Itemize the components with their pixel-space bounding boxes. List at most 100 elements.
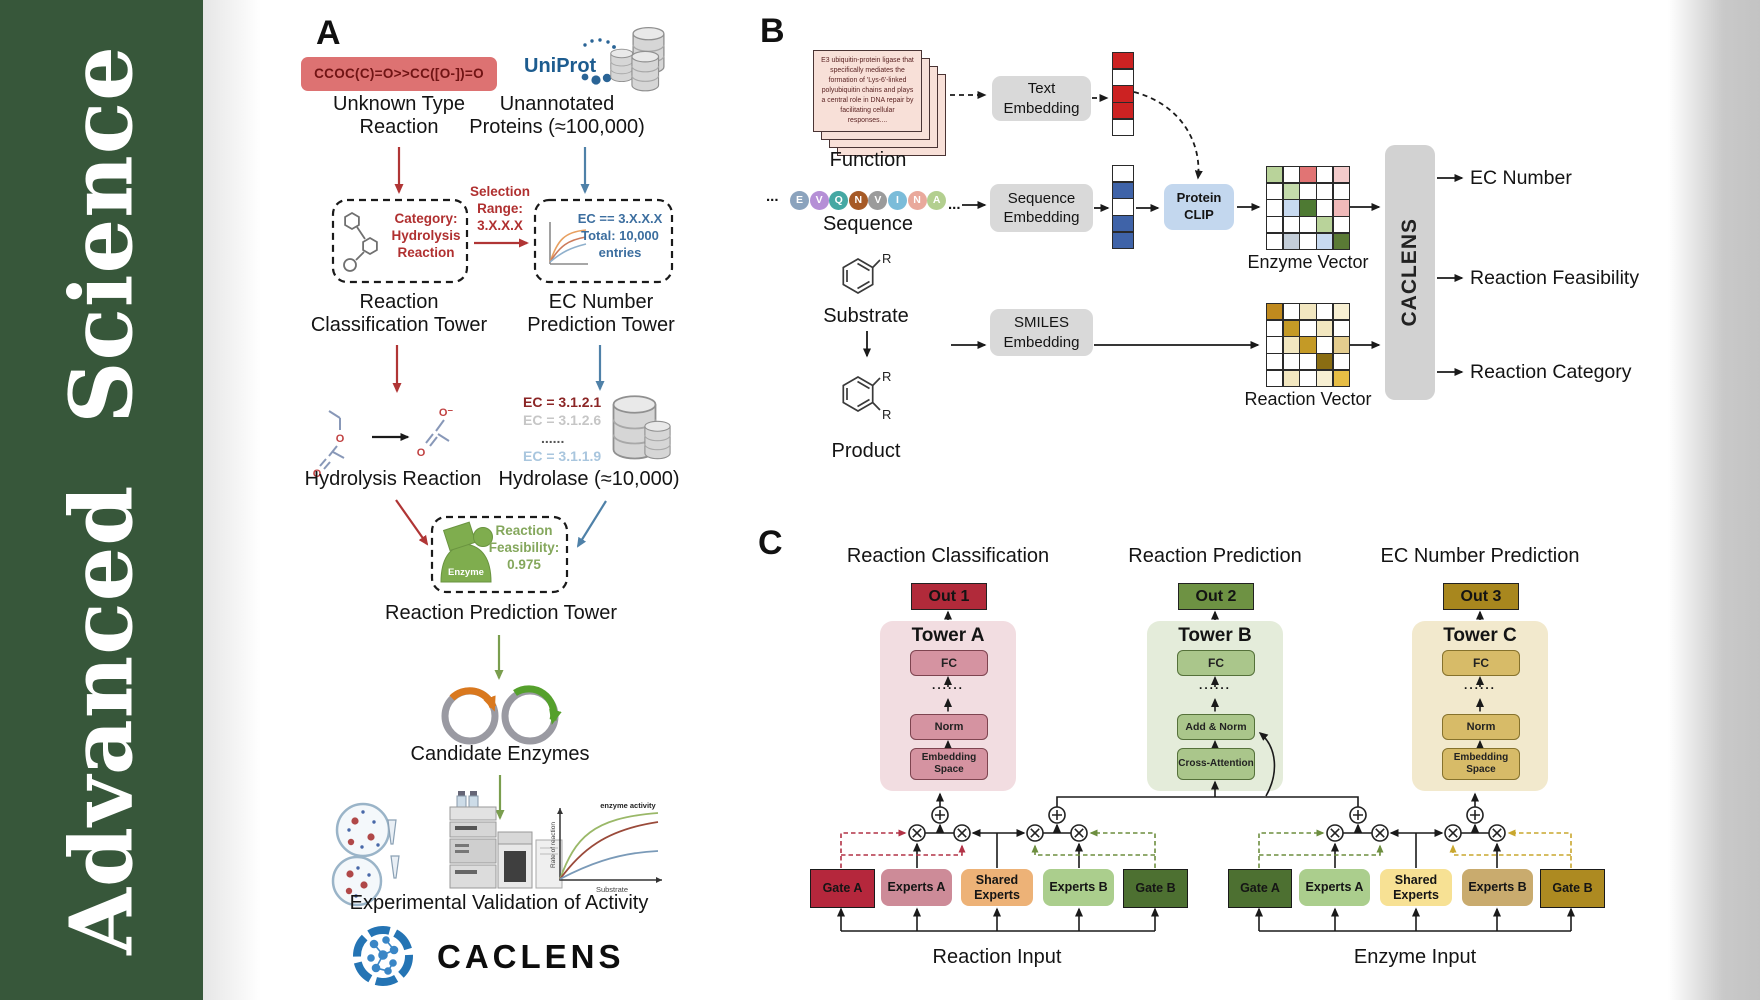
tower-a-norm: Norm (910, 714, 988, 740)
vector-cell (1113, 86, 1133, 102)
vector-cell (1267, 217, 1283, 233)
product-r2-label: R (882, 407, 891, 422)
ec-list-item: ...... (541, 430, 565, 446)
tower-b-fc: FC (1177, 650, 1255, 676)
vector-cell (1300, 217, 1316, 233)
oxygen-label: O (313, 468, 322, 480)
unannotated-proteins-label: Unannotated Proteins (≈100,000) (469, 93, 645, 139)
tower-c-norm: Norm (1442, 714, 1520, 740)
vector-cell (1300, 354, 1316, 370)
residue-circle: I (887, 191, 907, 210)
vector-cell (1300, 304, 1316, 320)
experts-a-enzyme: Experts A (1299, 869, 1370, 906)
vector-cell (1317, 200, 1333, 216)
vector-cell (1283, 233, 1299, 249)
vector-cell (1317, 304, 1333, 320)
vector-cell (1317, 354, 1333, 370)
tower-a-fc: FC (910, 650, 988, 676)
r-group-labels: R R R (882, 251, 891, 422)
ec-number-prediction-title: EC Number Prediction (1380, 545, 1580, 567)
vector-cell (1333, 320, 1349, 336)
output-ec-number: EC Number (1470, 167, 1572, 189)
residue-circle: N (907, 191, 927, 210)
tower-b-cross-attention: Cross-Attention (1177, 748, 1255, 780)
tower-c-dots: ...... (1463, 678, 1497, 692)
caclens-model-label: CACLENS (1398, 218, 1421, 327)
residue-circle: Q (829, 191, 849, 210)
curves-icon (549, 222, 588, 265)
vector-cell (1283, 183, 1299, 199)
vector-cell (1317, 370, 1333, 386)
ec-list-item: EC = 3.1.1.9 (523, 448, 602, 464)
vector-cell (1113, 103, 1133, 119)
vector-cell (1333, 233, 1349, 249)
panel-a-label: A (316, 14, 341, 52)
plot-annotation: enzyme activity (600, 801, 656, 810)
vector-cell (1283, 304, 1299, 320)
gate-b-enzyme: Gate B (1540, 869, 1605, 908)
tower-c-fc: FC (1442, 650, 1520, 676)
tower-b-title: Tower B (1178, 625, 1252, 646)
vector-cell (1267, 304, 1283, 320)
tower-b-add-norm: Add & Norm (1177, 714, 1255, 740)
text-embedding-vector (1112, 52, 1134, 136)
journal-title: Advanced Science (51, 45, 152, 955)
vector-cell (1300, 233, 1316, 249)
panel-c-wiring (837, 610, 1575, 932)
reaction-prediction-tower-label: Reaction Prediction Tower (385, 602, 617, 624)
hplc-instrument-icon (449, 791, 563, 889)
vector-cell (1333, 167, 1349, 183)
category-label: Category: Hydrolysis Reaction (391, 211, 461, 260)
out3-box: Out 3 (1443, 583, 1519, 610)
experimental-validation-label: Experimental Validation of Activity (349, 892, 649, 914)
residue-circle: V (868, 191, 888, 210)
vector-cell (1333, 354, 1349, 370)
text-embedding-box: Text Embedding (992, 76, 1091, 121)
reaction-vector-grid (1266, 303, 1350, 387)
vector-cell (1113, 53, 1133, 69)
experts-a-reaction: Experts A (881, 869, 952, 906)
tower-a-title: Tower A (911, 625, 985, 646)
vector-cell (1317, 167, 1333, 183)
vector-cell (1113, 166, 1133, 182)
vector-cell (1113, 69, 1133, 85)
operator-nodes (908, 806, 1506, 842)
vector-cell (1317, 217, 1333, 233)
plot-ylabel: Rate of reaction (550, 822, 557, 868)
experts-b-enzyme: Experts B (1462, 869, 1533, 906)
enzyme-blob-label: Enzyme (448, 567, 484, 578)
vector-cell (1300, 167, 1316, 183)
reaction-input-label: Reaction Input (932, 946, 1062, 968)
vector-cell (1300, 200, 1316, 216)
tower-a-embedding-space: Embedding Space (910, 748, 988, 780)
panel-c-label: C (758, 524, 783, 562)
caclens-wordmark: CACLENS (437, 938, 625, 975)
vector-cell (1113, 182, 1133, 198)
smiles-embedding-box: SMILES Embedding (990, 309, 1093, 356)
gate-a-reaction: Gate A (810, 869, 875, 908)
function-card-text: E3 ubiquitin-protein ligase that specifi… (821, 57, 914, 124)
residue-circle: N (848, 191, 868, 210)
enzyme-input-label: Enzyme Input (1353, 946, 1477, 968)
vector-cell (1267, 337, 1283, 353)
plot-xlabel: Substrate (596, 885, 628, 894)
ec-prediction-box (533, 198, 674, 284)
enzyme-kinetics-plot: enzyme activity Rate of reaction Substra… (550, 801, 662, 894)
out1-box: Out 1 (911, 583, 987, 610)
uniprot-logo-text: UniProt (524, 55, 597, 77)
vector-cell (1333, 370, 1349, 386)
oxygen-anion-label: O⁻ (439, 407, 454, 419)
vector-cell (1267, 200, 1283, 216)
gate-b-reaction: Gate B (1123, 869, 1188, 908)
substrate-r-label: R (882, 251, 891, 266)
vector-cell (1317, 233, 1333, 249)
gate-a-enzyme: Gate A (1228, 869, 1292, 908)
sequence-label: Sequence (822, 213, 914, 235)
vector-cell (1333, 217, 1349, 233)
sequence-embedding-vector (1112, 165, 1134, 249)
benzene-substrate (842, 258, 881, 294)
panel-b-arrows (863, 91, 1464, 376)
